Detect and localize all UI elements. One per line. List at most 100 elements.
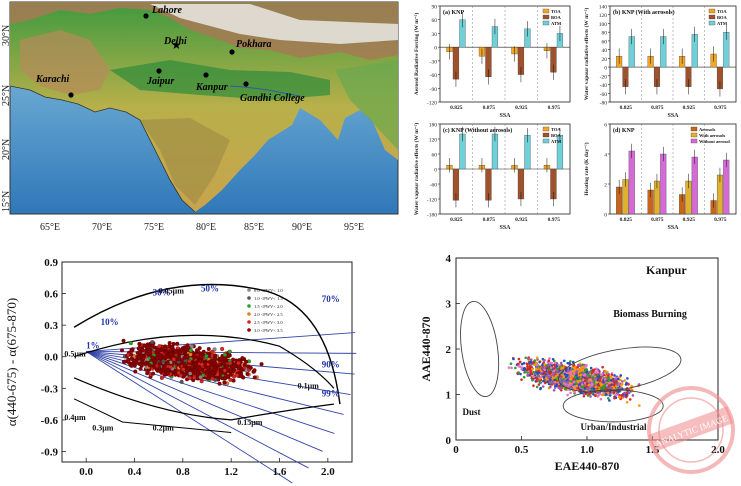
data-point (173, 350, 178, 355)
data-point (531, 378, 534, 382)
x-axis-label: SSA (499, 225, 511, 231)
data-point (196, 370, 201, 375)
data-point (584, 365, 588, 368)
data-point (547, 370, 551, 373)
city-pokhara: Pokhara (229, 39, 272, 55)
data-point (159, 369, 164, 374)
data-point (150, 340, 155, 345)
data-point (581, 388, 584, 392)
data-point (150, 355, 155, 360)
legend-label: TOA (551, 127, 561, 132)
data-point (525, 362, 529, 366)
data-point (178, 373, 183, 378)
data-point (606, 391, 610, 394)
data-point (616, 377, 620, 381)
data-point (245, 372, 250, 377)
fine-mode-line (85, 351, 323, 452)
data-point (520, 378, 523, 381)
y-tick-label: 20 (602, 57, 608, 63)
radius-curve (73, 377, 334, 421)
data-point (126, 360, 131, 365)
data-point (148, 350, 153, 355)
city-karachi: Karachi (35, 74, 74, 98)
legend-label: ATM (551, 139, 562, 144)
y-tick-label: 4 (446, 253, 452, 265)
data-point (222, 352, 227, 357)
city-lahore: Lahore (143, 5, 183, 19)
data-point (157, 355, 162, 360)
y-tick-label: 0 (604, 66, 607, 72)
data-point (163, 366, 168, 371)
y-tick-label: -30 (430, 59, 438, 65)
data-point (588, 380, 592, 384)
x-tick-label: 0.825 (620, 105, 633, 111)
data-point (535, 377, 538, 380)
data-point (588, 370, 591, 374)
legend-marker (247, 304, 251, 308)
data-point (539, 372, 543, 376)
data-point (617, 395, 621, 399)
data-point (185, 343, 190, 348)
legend-label: TOA (717, 9, 727, 14)
data-point (144, 344, 149, 349)
legend-label: TOA (551, 9, 561, 14)
y-tick-label: -60 (600, 92, 608, 98)
data-point (568, 386, 571, 389)
legend-label: ATM (717, 21, 728, 26)
data-point (591, 368, 595, 372)
y-tick-label: -0.6 (41, 415, 59, 427)
data-point (562, 359, 566, 363)
data-point (218, 362, 223, 367)
data-point (603, 379, 607, 383)
x-tick-label: 0.875 (483, 105, 496, 111)
lon-tick: 65°E (40, 222, 60, 232)
radius-label: 0.15μm (237, 418, 263, 427)
lat-tick: 25°N (1, 85, 12, 106)
x-axis-label: EAE440-870 (555, 459, 620, 473)
data-point (217, 381, 222, 386)
radius-label: 0.3μm (92, 423, 114, 432)
y-tick-label: -80 (600, 101, 608, 107)
data-point (579, 388, 582, 392)
data-point (119, 348, 124, 353)
x-tick-label: 0.925 (515, 105, 528, 111)
legend-label: ATM (551, 21, 562, 26)
lon-tick: 80°E (196, 222, 216, 232)
fine-mode-label: 10% (101, 317, 119, 327)
data-point (129, 348, 134, 353)
data-point (532, 375, 535, 378)
data-point (194, 361, 199, 366)
data-point (201, 349, 206, 354)
radius-curve (73, 398, 232, 434)
scatter-points (507, 356, 641, 407)
x-tick-label: 0.825 (450, 217, 463, 223)
lon-tick: 90°E (292, 222, 312, 232)
x-tick-label: 0.975 (714, 105, 727, 111)
radius-curve (73, 283, 341, 405)
data-point (186, 366, 191, 371)
data-point (571, 374, 575, 378)
data-point (621, 380, 624, 383)
data-point (594, 385, 598, 389)
data-point (252, 375, 257, 380)
data-point (188, 371, 193, 376)
data-point (543, 371, 547, 374)
data-point (612, 391, 616, 394)
legend-label: With aerosols (699, 133, 725, 138)
data-point (624, 393, 628, 397)
data-point (625, 400, 629, 404)
x-tick-label: 0.875 (651, 105, 664, 111)
data-point (537, 369, 540, 373)
data-point (220, 346, 225, 351)
data-point (584, 385, 588, 388)
data-point (597, 374, 601, 378)
data-point (535, 363, 539, 367)
data-point (129, 356, 134, 361)
y-axis-label: Aerosol Radiative Forcing (W m⁻²) (413, 13, 420, 96)
data-point (526, 357, 530, 361)
data-point (552, 363, 556, 367)
data-point (213, 356, 218, 361)
data-point (512, 357, 515, 361)
y-tick-label: -0.9 (41, 446, 59, 458)
data-point (543, 358, 546, 362)
